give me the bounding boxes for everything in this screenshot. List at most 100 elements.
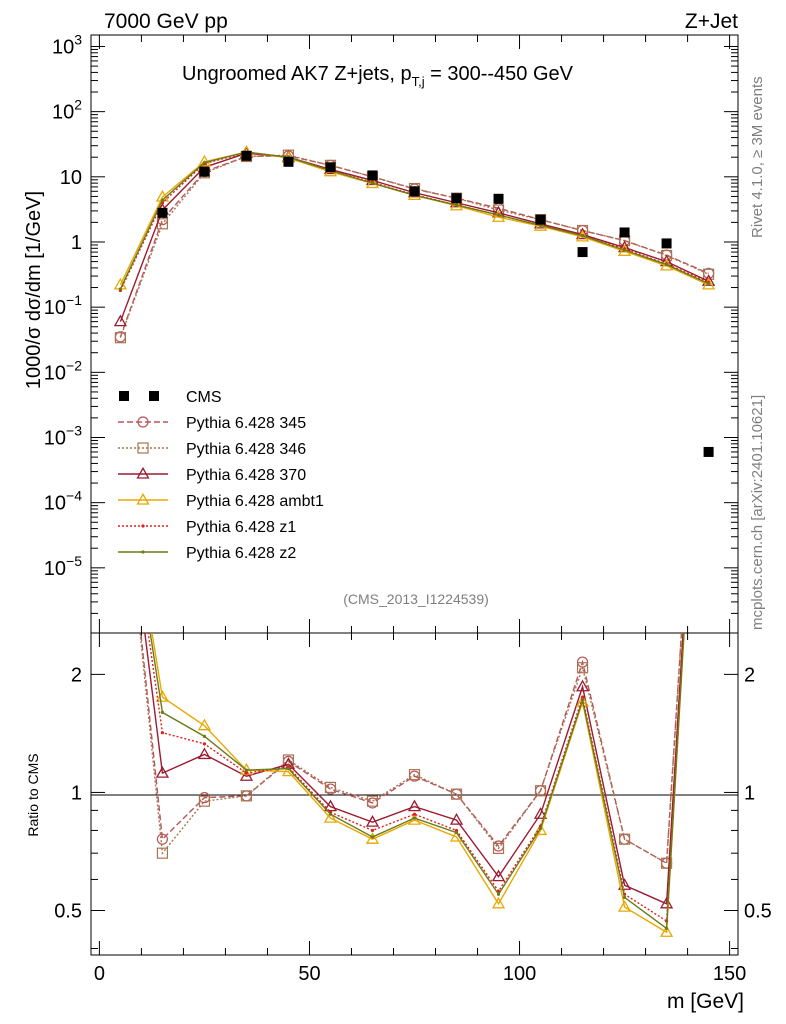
legend-marker bbox=[137, 442, 149, 454]
series-marker bbox=[118, 287, 123, 291]
series-marker bbox=[202, 161, 207, 165]
ratio-marker bbox=[244, 768, 249, 772]
x-axis-label: m [GeV] bbox=[667, 990, 744, 1013]
ratio-marker bbox=[617, 900, 632, 912]
data-point bbox=[241, 150, 252, 161]
ratio-marker bbox=[412, 812, 417, 816]
analysis-id-label: (CMS_2013_I1224539) bbox=[343, 591, 489, 607]
ratio-marker bbox=[155, 766, 170, 778]
data-point bbox=[283, 156, 294, 167]
ratio-marker bbox=[664, 926, 669, 931]
ratio-marker bbox=[660, 857, 673, 869]
legend-marker bbox=[141, 550, 145, 554]
legend: CMS Pythia 6.428 345 Pythia 6.428 346 Pythi… bbox=[118, 389, 324, 562]
ratio-marker bbox=[365, 815, 380, 827]
main-y-axis-label: 1000/σ dσ/dm [1/GeV] bbox=[23, 191, 45, 389]
legend-label: Pythia 6.428 345 bbox=[186, 415, 306, 432]
ratio-marker bbox=[450, 788, 463, 800]
ratio-marker bbox=[454, 830, 459, 835]
main-y-tick-label: 10 bbox=[60, 167, 82, 189]
series-marker bbox=[575, 227, 590, 240]
chart-title: Ungroomed AK7 Z+jets, pT,j = 300--450 Ge… bbox=[182, 63, 574, 89]
ratio-marker bbox=[538, 826, 543, 830]
legend-label: CMS bbox=[186, 389, 222, 406]
ratio-marker bbox=[323, 811, 338, 823]
ratio-marker bbox=[580, 695, 585, 699]
ratio-line bbox=[151, 633, 685, 934]
ratio-marker bbox=[622, 895, 627, 899]
main-y-tick-label: 1 bbox=[71, 232, 82, 254]
ratio-marker bbox=[156, 847, 169, 859]
rivet-version-label: Rivet 4.1.0, ≥ 3M events bbox=[749, 76, 766, 238]
ratio-marker bbox=[198, 795, 211, 807]
ratio-marker bbox=[580, 698, 585, 702]
ratio-y-tick-label: 2 bbox=[71, 664, 82, 686]
series-marker bbox=[114, 332, 127, 344]
ratio-marker bbox=[197, 747, 212, 760]
main-y-tick-label: 10−1 bbox=[44, 292, 82, 319]
ratio-marker bbox=[533, 823, 548, 836]
ratio-y-axis-label: Ratio to CMS bbox=[25, 753, 41, 836]
ratio-marker bbox=[370, 828, 375, 833]
series-marker bbox=[496, 213, 501, 217]
ratio-y-tick-label: 0.5 bbox=[54, 900, 82, 922]
ratio-marker bbox=[286, 767, 291, 771]
ratio-marker bbox=[239, 769, 254, 781]
series-marker bbox=[701, 277, 716, 290]
ratio-marker bbox=[575, 679, 590, 692]
main-y-tick-label: 102 bbox=[52, 97, 82, 124]
x-tick-label: 100 bbox=[503, 963, 536, 985]
data-point bbox=[493, 193, 504, 204]
ratio-marker bbox=[496, 892, 501, 896]
x-tick-label: 50 bbox=[298, 963, 320, 985]
ratio-marker bbox=[160, 731, 165, 735]
data-point bbox=[577, 247, 588, 258]
data-point bbox=[325, 162, 336, 173]
ratio-marker bbox=[408, 769, 421, 781]
ratio-y-tick-label: 1 bbox=[71, 782, 82, 804]
ratio-marker bbox=[491, 896, 506, 909]
ratio-marker bbox=[491, 869, 506, 882]
ratio-marker bbox=[324, 781, 337, 793]
data-point bbox=[367, 170, 378, 181]
ratio-marker bbox=[365, 832, 380, 844]
series-marker bbox=[491, 210, 506, 222]
data-points-layer bbox=[157, 150, 714, 457]
data-point bbox=[703, 446, 714, 457]
data-point bbox=[535, 214, 546, 225]
ratio-axis-ticks bbox=[91, 633, 738, 955]
legend-marker bbox=[141, 524, 145, 528]
series-marker bbox=[701, 274, 716, 286]
main-y-tick-label: 103 bbox=[52, 31, 82, 58]
ratio-marker bbox=[534, 785, 547, 797]
legend-label: Pythia 6.428 346 bbox=[186, 441, 306, 458]
data-point bbox=[451, 193, 462, 204]
series-marker bbox=[113, 314, 128, 327]
ratio-y-tick-label-right: 2 bbox=[744, 664, 755, 686]
ratio-marker bbox=[407, 799, 422, 812]
ratio-marker bbox=[240, 790, 253, 802]
main-panel-frame bbox=[90, 34, 739, 634]
ratio-marker bbox=[370, 835, 375, 839]
series-marker bbox=[664, 262, 669, 267]
ratio-line bbox=[144, 633, 684, 905]
ratio-marker bbox=[449, 813, 464, 825]
process-label: Z+Jet bbox=[685, 10, 738, 33]
ratio-marker bbox=[576, 662, 589, 674]
ratio-marker bbox=[618, 833, 631, 845]
series-marker bbox=[370, 181, 375, 185]
ratio-y-tick-label-right: 0.5 bbox=[744, 900, 772, 922]
mcplots-label: mcplots.cern.ch [arXiv:2401.10621] bbox=[749, 395, 766, 630]
ratio-marker bbox=[202, 742, 207, 746]
legend-marker bbox=[137, 416, 149, 428]
legend-label: Pythia 6.428 z1 bbox=[186, 519, 296, 536]
ratio-marker bbox=[659, 896, 674, 909]
data-point bbox=[409, 186, 420, 197]
series-line bbox=[119, 151, 709, 291]
main-y-tick-label: 10−3 bbox=[44, 422, 82, 449]
data-point bbox=[157, 207, 168, 218]
legend-marker bbox=[149, 391, 159, 401]
data-point bbox=[619, 227, 630, 238]
